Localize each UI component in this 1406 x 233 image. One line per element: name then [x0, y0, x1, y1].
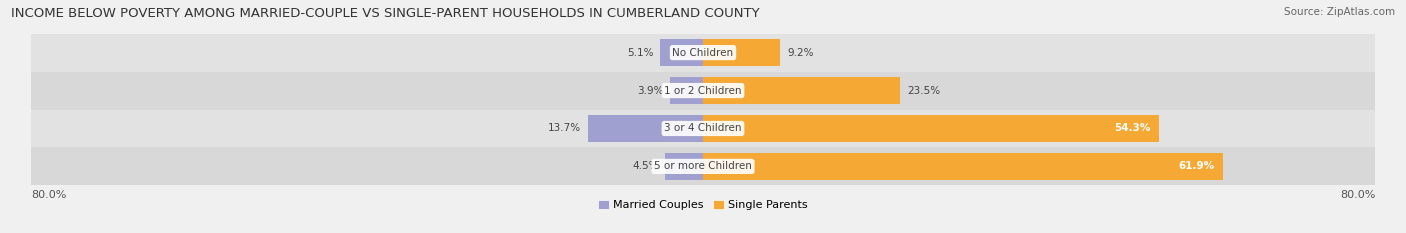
Text: 9.2%: 9.2%	[787, 48, 814, 58]
Bar	[665, 153, 703, 180]
Text: 54.3%: 54.3%	[1115, 123, 1150, 134]
Bar	[31, 147, 1375, 185]
Text: 80.0%: 80.0%	[1340, 190, 1375, 200]
Bar	[31, 72, 1375, 110]
Text: Source: ZipAtlas.com: Source: ZipAtlas.com	[1284, 7, 1395, 17]
Bar	[671, 77, 703, 104]
Bar	[703, 153, 1223, 180]
Text: 4.5%: 4.5%	[631, 161, 658, 171]
Bar	[703, 115, 1159, 142]
Text: 13.7%: 13.7%	[548, 123, 581, 134]
Bar	[31, 110, 1375, 147]
Legend: Married Couples, Single Parents: Married Couples, Single Parents	[593, 196, 813, 215]
Text: INCOME BELOW POVERTY AMONG MARRIED-COUPLE VS SINGLE-PARENT HOUSEHOLDS IN CUMBERL: INCOME BELOW POVERTY AMONG MARRIED-COUPL…	[11, 7, 759, 20]
Text: 61.9%: 61.9%	[1178, 161, 1215, 171]
Text: 3.9%: 3.9%	[637, 86, 664, 96]
Text: 5 or more Children: 5 or more Children	[654, 161, 752, 171]
Text: 80.0%: 80.0%	[31, 190, 66, 200]
Bar	[661, 39, 703, 66]
Bar	[588, 115, 703, 142]
Text: 3 or 4 Children: 3 or 4 Children	[664, 123, 742, 134]
Bar	[703, 39, 780, 66]
Text: 23.5%: 23.5%	[907, 86, 941, 96]
Text: 1 or 2 Children: 1 or 2 Children	[664, 86, 742, 96]
Text: 5.1%: 5.1%	[627, 48, 654, 58]
Bar	[31, 34, 1375, 72]
Bar	[703, 77, 900, 104]
Text: No Children: No Children	[672, 48, 734, 58]
